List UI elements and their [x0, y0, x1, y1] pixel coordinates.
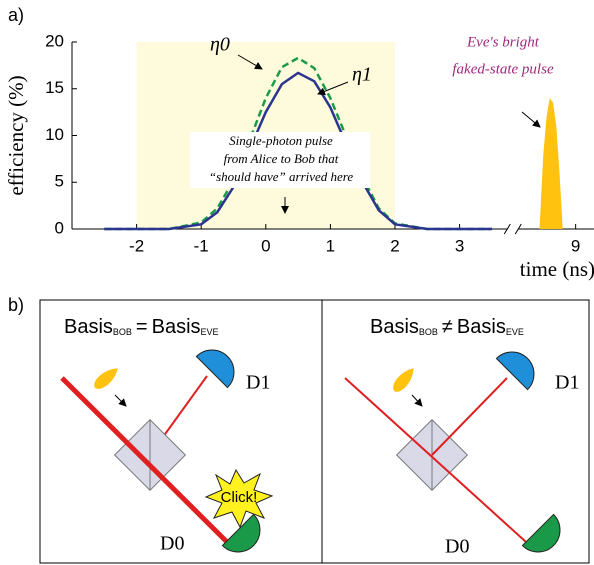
annotation: from Alice to Bob that	[224, 151, 339, 166]
title-text: Basis	[64, 316, 113, 338]
arrow	[237, 54, 263, 70]
annotation: faked-state pulse	[452, 61, 554, 77]
annotation: Single-photon pulse	[229, 133, 333, 148]
photon	[94, 368, 118, 389]
note-box	[190, 132, 370, 188]
x-tick-label: -1	[194, 236, 209, 255]
x-tick-label: -2	[129, 236, 144, 255]
title-text: Basis	[370, 316, 419, 338]
y-tick-label: 20	[45, 31, 64, 50]
series-label: η0	[210, 34, 230, 56]
detector	[195, 349, 235, 389]
arrow	[521, 111, 541, 128]
panel-title: BasisBOB = BasisEVE	[64, 316, 219, 338]
title-sub: BOB	[113, 327, 132, 337]
diagram: BasisBOB = BasisEVE Click! D1 D0 BasisBOB ≠…	[39, 299, 590, 564]
detector-label: D1	[555, 372, 579, 394]
detector	[221, 513, 261, 553]
title-sub: EVE	[506, 327, 524, 337]
panel-title: BasisBOB ≠ BasisEVE	[370, 316, 524, 338]
click-label: Click!	[221, 489, 258, 506]
x-tick-label: 2	[390, 236, 399, 255]
x-tick-label: 1	[326, 236, 335, 255]
arrow	[411, 394, 423, 407]
chart: 0 5 10 15 20 -2 -1 0 1 2 3 9 efficiency (%) time (ns)…	[4, 31, 594, 281]
beam-splitter	[113, 418, 187, 492]
photon	[393, 368, 414, 392]
detector-label: D0	[160, 533, 184, 555]
panel-label: b)	[8, 295, 24, 315]
beam	[60, 376, 230, 545]
diagram-frame	[39, 299, 590, 564]
title-text: ≠	[442, 316, 453, 338]
x-tick-label: 0	[261, 236, 270, 255]
series-label: η1	[352, 64, 372, 86]
beam	[431, 377, 508, 456]
y-tick-label: 0	[55, 218, 64, 237]
title-sub: EVE	[201, 327, 219, 337]
beam	[344, 377, 527, 543]
y-tick-label: 15	[45, 78, 64, 97]
arrow	[114, 394, 127, 407]
y-axis-label: efficiency (%)	[4, 75, 28, 195]
detector-label: D0	[445, 536, 469, 558]
arrow	[317, 81, 349, 96]
axis-break	[503, 223, 511, 235]
title-text: Basis	[152, 316, 201, 338]
title-text: =	[136, 316, 148, 338]
axis-break	[514, 223, 522, 235]
panel-label: a)	[8, 5, 24, 25]
detector	[495, 351, 535, 391]
title-sub: BOB	[419, 327, 438, 337]
annotation: Eve's bright	[466, 34, 540, 50]
detector	[521, 513, 561, 553]
pulse-area	[539, 98, 563, 229]
line	[104, 71, 492, 231]
title-text: Basis	[457, 316, 506, 338]
y-tick-label: 5	[55, 172, 64, 191]
click-star	[204, 468, 274, 529]
annotation: “should have” arrived here	[209, 169, 354, 184]
x-tick-label: 3	[455, 236, 464, 255]
detector-label: D1	[246, 372, 270, 394]
x-axis-label: time (ns)	[520, 257, 594, 281]
x-tick-label: 9	[571, 236, 580, 255]
y-tick-label: 10	[45, 125, 64, 144]
